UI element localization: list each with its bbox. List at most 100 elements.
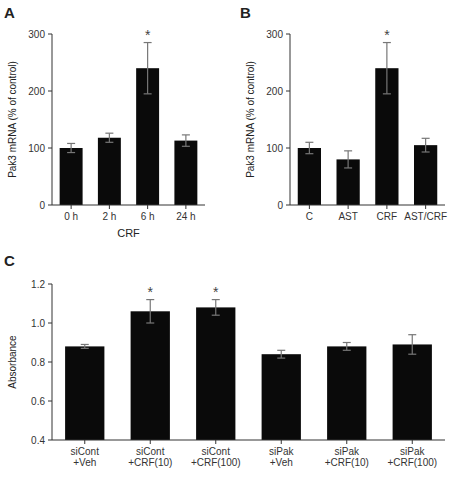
error-stem — [215, 300, 216, 316]
error-cap — [343, 350, 351, 351]
marks — [60, 43, 198, 205]
y-axis — [52, 284, 53, 440]
y-axis-label: Pak3 mRNA (% of control) — [7, 61, 18, 178]
x-tick — [147, 205, 148, 209]
x-tick-label: 6 h — [141, 211, 155, 222]
x-tick-label-line: siPak — [269, 446, 294, 457]
x-tick-label: 2 h — [102, 211, 116, 222]
x-tick — [348, 205, 349, 209]
x-tick-label-line: siCont — [202, 446, 231, 457]
error-bar — [277, 350, 285, 358]
y-tick — [48, 148, 52, 149]
y-tick-label: 0.4 — [31, 435, 45, 446]
x-axis — [52, 440, 445, 441]
error-bar — [383, 43, 391, 94]
x-tick-label-line: CRF — [377, 211, 398, 222]
error-stem — [309, 142, 310, 153]
error-bar — [422, 138, 430, 152]
marks — [65, 300, 432, 440]
error-cap — [182, 134, 190, 135]
error-bar — [182, 135, 190, 146]
bar — [393, 344, 432, 440]
panel: B 0 100 200 300 Pak3 mRNA (% of control) C AST C… — [240, 4, 447, 222]
error-stem — [348, 151, 349, 168]
x-tick-label-line: siCont — [136, 446, 165, 457]
x-tick — [281, 440, 282, 444]
bar — [60, 148, 83, 205]
y-tick — [48, 205, 52, 206]
y-tick — [48, 91, 52, 92]
bar — [262, 354, 301, 440]
x-tick-label-line: C — [306, 211, 313, 222]
error-stem — [109, 133, 110, 142]
x-tick-label-line: +CRF(10) — [128, 457, 172, 468]
error-cap — [81, 344, 89, 345]
x-tick — [412, 440, 413, 444]
bar — [414, 145, 437, 205]
x-tick — [425, 205, 426, 209]
error-stem — [346, 343, 347, 351]
error-cap — [344, 167, 352, 168]
error-stem — [71, 143, 72, 152]
y-tick-label: 200 — [28, 86, 45, 97]
panel-label: B — [240, 4, 251, 21]
y-tick-label: 1.0 — [31, 318, 45, 329]
y-tick — [286, 205, 290, 206]
x-tick-label-line: AST — [338, 211, 357, 222]
error-cap — [105, 133, 113, 134]
y-axis-label: Pak3 mRNA (% of control) — [245, 61, 256, 178]
error-cap — [67, 143, 75, 144]
bar — [327, 346, 366, 440]
error-bar — [67, 143, 75, 152]
error-cap — [105, 142, 113, 143]
y-tick — [48, 401, 52, 402]
x-tick-label-line: siPak — [400, 446, 425, 457]
bar — [131, 311, 170, 440]
panel: C0.40.60.81.01.2AbsorbancesiCont+VehsiCo… — [4, 252, 445, 468]
error-cap — [81, 348, 89, 349]
bar — [65, 346, 104, 440]
x-tick-label-line: 2 h — [102, 211, 116, 222]
y-tick — [48, 362, 52, 363]
y-tick-label: 300 — [266, 29, 283, 40]
x-tick — [346, 440, 347, 444]
x-tick — [215, 440, 216, 444]
y-axis-label: Absorbance — [7, 335, 18, 389]
bar — [174, 141, 197, 205]
y-axis — [52, 34, 53, 205]
y-tick-label: 200 — [266, 86, 283, 97]
error-stem — [281, 350, 282, 358]
x-axis — [290, 205, 445, 206]
error-bar — [305, 142, 313, 153]
error-cap — [422, 138, 430, 139]
error-cap — [212, 315, 220, 316]
y-tick-label: 100 — [266, 143, 283, 154]
marks — [298, 43, 438, 205]
x-tick-label: AST — [338, 211, 357, 222]
y-tick-label: 0 — [277, 200, 283, 211]
error-bar — [408, 335, 416, 355]
error-cap — [182, 146, 190, 147]
panel-label: A — [4, 4, 15, 21]
bar — [196, 307, 235, 440]
x-tick-label: siPak+Veh — [269, 446, 294, 468]
error-bar — [81, 344, 89, 348]
error-bar — [212, 300, 220, 316]
y-tick — [286, 91, 290, 92]
x-tick-label: siPak+CRF(100) — [387, 446, 437, 468]
error-cap — [277, 358, 285, 359]
error-stem — [386, 43, 387, 94]
error-bar — [343, 343, 351, 351]
x-axis — [52, 205, 205, 206]
x-tick-label: AST/CRF — [404, 211, 447, 222]
error-stem — [185, 135, 186, 146]
error-bar — [144, 43, 152, 94]
x-axis-label: CRF — [117, 227, 140, 239]
error-cap — [422, 151, 430, 152]
chart-canvas: A0100200300Pak3 mRNA (% of control)0 h2 … — [0, 0, 457, 500]
error-cap — [144, 93, 152, 94]
error-cap — [343, 342, 351, 343]
error-bar — [146, 300, 154, 323]
y-tick-label: 300 — [28, 29, 45, 40]
y-tick-label: 0.6 — [31, 396, 45, 407]
